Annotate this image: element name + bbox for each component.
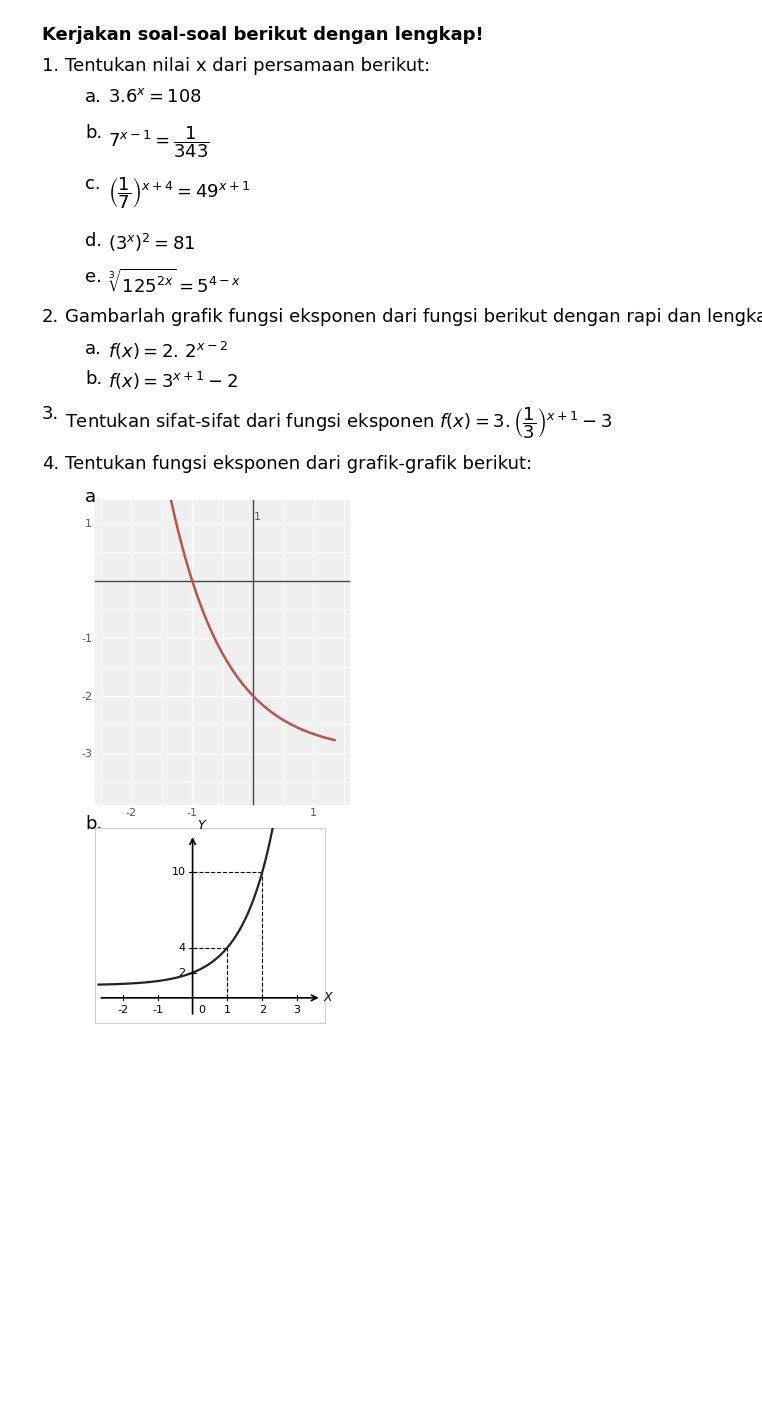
Text: 2: 2 <box>259 1005 266 1015</box>
Text: 3: 3 <box>293 1005 301 1015</box>
Text: 2.: 2. <box>42 308 59 326</box>
Text: 3.: 3. <box>42 406 59 423</box>
Text: $f(x) = 2.\,2^{x-2}$: $f(x) = 2.\,2^{x-2}$ <box>108 340 228 362</box>
Text: b.: b. <box>85 815 102 832</box>
Text: $\sqrt[3]{125^{2x}} = 5^{4-x}$: $\sqrt[3]{125^{2x}} = 5^{4-x}$ <box>108 268 242 296</box>
Text: 2: 2 <box>178 967 186 977</box>
Text: b.: b. <box>85 370 102 389</box>
Text: 0: 0 <box>198 1005 205 1015</box>
Text: Tentukan fungsi eksponen dari grafik-grafik berikut:: Tentukan fungsi eksponen dari grafik-gra… <box>65 455 532 474</box>
Text: 1: 1 <box>254 512 261 522</box>
Text: Gambarlah grafik fungsi eksponen dari fungsi berikut dengan rapi dan lengkap!: Gambarlah grafik fungsi eksponen dari fu… <box>65 308 762 326</box>
Text: X: X <box>323 991 332 1004</box>
Text: $f(x) = 3^{x+1} - 2$: $f(x) = 3^{x+1} - 2$ <box>108 370 238 393</box>
Text: $\left(\dfrac{1}{7}\right)^{x+4} = 49^{x+1}$: $\left(\dfrac{1}{7}\right)^{x+4} = 49^{x… <box>108 174 250 211</box>
Text: Tentukan sifat-sifat dari fungsi eksponen $f(x) = 3.\left(\dfrac{1}{3}\right)^{x: Tentukan sifat-sifat dari fungsi ekspone… <box>65 406 613 441</box>
Text: a.: a. <box>85 88 102 106</box>
Text: Kerjakan soal-soal berikut dengan lengkap!: Kerjakan soal-soal berikut dengan lengka… <box>42 26 484 44</box>
Text: 4: 4 <box>178 943 186 953</box>
Text: -1: -1 <box>152 1005 163 1015</box>
Text: $3.6^{x} = 108$: $3.6^{x} = 108$ <box>108 88 202 106</box>
Text: d.: d. <box>85 233 102 250</box>
Text: a.: a. <box>85 340 102 357</box>
Text: 1: 1 <box>224 1005 231 1015</box>
Text: $7^{x-1} = \dfrac{1}{343}$: $7^{x-1} = \dfrac{1}{343}$ <box>108 123 210 160</box>
Text: $(3^{x})^{2} = 81$: $(3^{x})^{2} = 81$ <box>108 233 196 254</box>
Text: 1.: 1. <box>42 57 59 75</box>
Text: Y: Y <box>197 818 204 832</box>
Text: -2: -2 <box>117 1005 129 1015</box>
Text: 10: 10 <box>171 866 186 876</box>
Text: b.: b. <box>85 123 102 142</box>
Text: a.: a. <box>85 488 102 506</box>
Text: c.: c. <box>85 174 101 193</box>
Text: Tentukan nilai x dari persamaan berikut:: Tentukan nilai x dari persamaan berikut: <box>65 57 431 75</box>
Text: e.: e. <box>85 268 102 286</box>
Text: 4.: 4. <box>42 455 59 474</box>
